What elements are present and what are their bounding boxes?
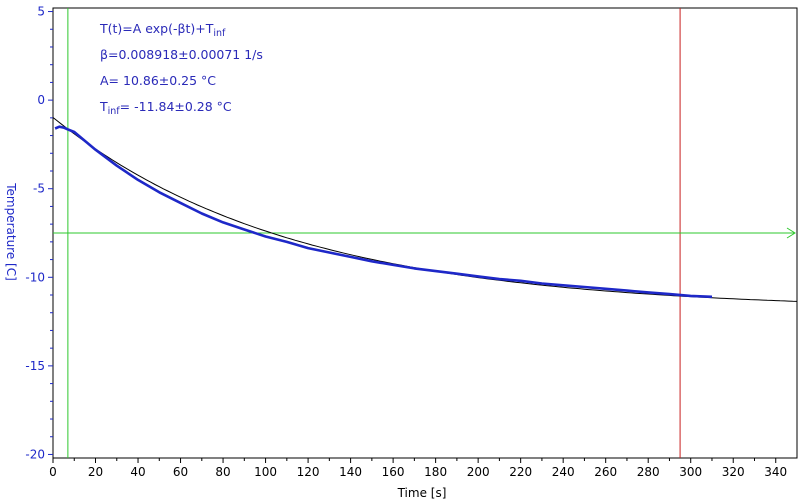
- x-tick-label: 120: [297, 465, 320, 479]
- y-tick-label: -20: [25, 447, 45, 461]
- x-tick-label: 100: [254, 465, 277, 479]
- fit-annotation: T(t)=A exp(-βt)+Tinf β=0.008918±0.00071 …: [99, 21, 263, 117]
- x-tick-label: 20: [88, 465, 103, 479]
- x-tick-label: 180: [424, 465, 447, 479]
- x-tick-label: 140: [339, 465, 362, 479]
- x-tick-label: 300: [679, 465, 702, 479]
- fit-a-line: A= 10.86±0.25 °C: [100, 73, 216, 88]
- x-tick-label: 280: [637, 465, 660, 479]
- green-cursor-arrow: [786, 227, 796, 239]
- y-tick-label: 0: [37, 93, 45, 107]
- x-tick-label: 60: [173, 465, 188, 479]
- x-tick-label: 220: [509, 465, 532, 479]
- fit-formula-line: T(t)=A exp(-βt)+Tinf: [99, 21, 226, 39]
- x-tick-label: 260: [594, 465, 617, 479]
- x-tick-label: 80: [215, 465, 230, 479]
- measured-temperature-line: [54, 125, 713, 299]
- fit-beta-line: β=0.008918±0.00071 1/s: [100, 47, 263, 62]
- x-tick-label: 340: [764, 465, 787, 479]
- fit-tinf-line: Tinf= -11.84±0.28 °C: [99, 99, 232, 117]
- y-tick-label: 5: [37, 5, 45, 19]
- y-tick-label: -10: [25, 270, 45, 284]
- x-tick-label: 0: [49, 465, 57, 479]
- y-axis-label: Temperature [C]: [4, 182, 18, 281]
- x-tick-label: 40: [130, 465, 145, 479]
- x-tick-label: 160: [382, 465, 405, 479]
- x-tick-label: 240: [552, 465, 575, 479]
- plot-area: 0 20 40 60 80 100 120 140 160 180 200 220 240 260 280 3…: [25, 5, 798, 479]
- fit-curve-line: [52, 117, 798, 302]
- y-tick-label: -5: [33, 182, 45, 196]
- x-tick-label: 320: [722, 465, 745, 479]
- y-tick-label: -15: [25, 359, 45, 373]
- x-tick-label: 200: [467, 465, 490, 479]
- x-axis-label: Time [s]: [397, 486, 447, 500]
